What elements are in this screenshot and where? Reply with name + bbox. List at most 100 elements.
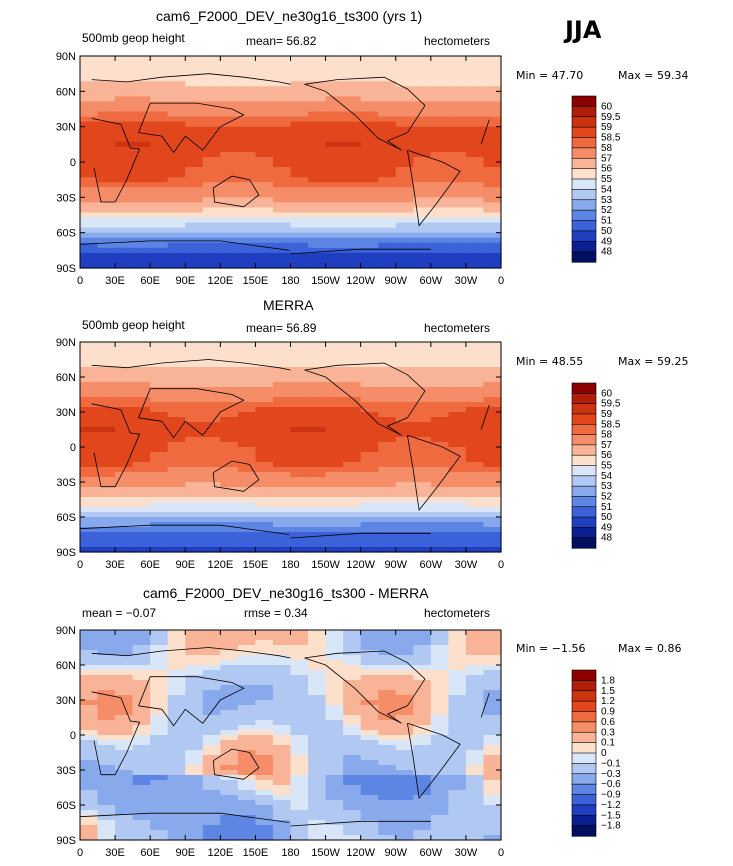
field-cell <box>465 447 485 453</box>
field-cell <box>237 745 257 751</box>
field-cell <box>80 760 99 766</box>
field-cell <box>360 765 379 771</box>
field-cell <box>97 207 116 214</box>
field-cell <box>97 352 116 358</box>
field-cell <box>413 635 432 641</box>
field-cell <box>448 141 467 148</box>
field-cell <box>150 830 169 836</box>
field-cell <box>272 800 292 806</box>
field-cell <box>220 167 239 173</box>
field-cell <box>80 146 99 153</box>
field-cell <box>220 422 239 428</box>
field-cell <box>325 81 344 87</box>
field-cell <box>448 810 467 816</box>
field-cell <box>167 352 186 358</box>
field-cell <box>483 56 502 62</box>
field-cell <box>97 760 116 766</box>
field-cell <box>325 745 344 751</box>
field-cell <box>325 412 344 418</box>
field-cell <box>115 387 134 393</box>
field-cell <box>360 690 379 696</box>
field-cell <box>448 830 467 836</box>
field-cell <box>80 750 99 756</box>
field-cell <box>360 800 379 806</box>
field-cell <box>220 532 239 538</box>
field-cell <box>360 795 379 801</box>
field-cell <box>255 222 274 229</box>
field-cell <box>150 740 169 746</box>
field-cell <box>378 507 397 513</box>
field-cell <box>395 775 414 781</box>
field-cell <box>465 710 485 716</box>
field-cell <box>80 725 99 731</box>
field-cell <box>395 207 414 214</box>
coastline <box>91 403 141 488</box>
field-cell <box>202 437 221 443</box>
field-cell <box>483 715 502 721</box>
field-cell <box>80 800 99 806</box>
field-cell <box>448 422 467 428</box>
field-cell <box>202 492 221 498</box>
field-cell <box>202 392 221 398</box>
field-cell <box>220 347 239 353</box>
field-cell <box>395 237 414 244</box>
field-cell <box>97 635 116 641</box>
field-cell <box>448 685 467 691</box>
field-cell <box>255 635 274 641</box>
field-cell <box>465 537 485 543</box>
field-cell <box>202 750 221 756</box>
field-cell <box>430 81 449 87</box>
field-cell <box>132 665 151 671</box>
field-cell <box>465 86 485 92</box>
y-tick-label: 60S <box>56 800 76 812</box>
field-cell <box>97 242 116 249</box>
x-tick-label: 90E <box>175 275 195 287</box>
field-cell <box>255 392 274 398</box>
field-cell <box>167 192 186 198</box>
field-cell <box>290 452 309 458</box>
field-cell <box>272 412 292 418</box>
field-cell <box>272 96 292 103</box>
field-cell <box>185 660 204 666</box>
coastline <box>79 524 290 535</box>
field-cell <box>465 527 485 533</box>
field-cell <box>308 111 327 118</box>
field-cell <box>237 690 257 696</box>
field-cell <box>290 650 309 656</box>
field-cell <box>272 136 292 143</box>
field-cell <box>272 640 292 646</box>
field-cell <box>465 522 485 528</box>
field-cell <box>465 512 485 518</box>
field-cell <box>290 442 309 448</box>
field-cell <box>115 382 134 388</box>
coastline <box>91 73 291 85</box>
center-label: mean= 56.82 <box>246 34 317 48</box>
field-cell <box>483 502 502 508</box>
field-cell <box>378 352 397 358</box>
field-cell <box>378 106 397 113</box>
field-cell <box>132 830 151 836</box>
field-cell <box>430 477 449 483</box>
field-cell <box>97 177 116 183</box>
field-cell <box>448 257 467 264</box>
field-cell <box>150 212 169 219</box>
field-cell <box>378 56 397 62</box>
colorbar-label: 53 <box>601 481 613 492</box>
field-cell <box>167 417 186 423</box>
field-cell <box>413 690 432 696</box>
field-cell <box>272 106 292 113</box>
field-cell <box>80 357 99 363</box>
field-cell <box>290 121 309 128</box>
field-cell <box>430 457 449 463</box>
field-cell <box>97 432 116 438</box>
field-cell <box>360 745 379 751</box>
field-cell <box>237 522 257 528</box>
field-cell <box>378 407 397 413</box>
field-cell <box>395 635 414 641</box>
field-cell <box>430 655 449 661</box>
field-cell <box>413 156 432 163</box>
field-cell <box>290 675 309 681</box>
field-cell <box>185 670 204 676</box>
field-cell <box>448 387 467 393</box>
field-cell <box>220 392 239 398</box>
